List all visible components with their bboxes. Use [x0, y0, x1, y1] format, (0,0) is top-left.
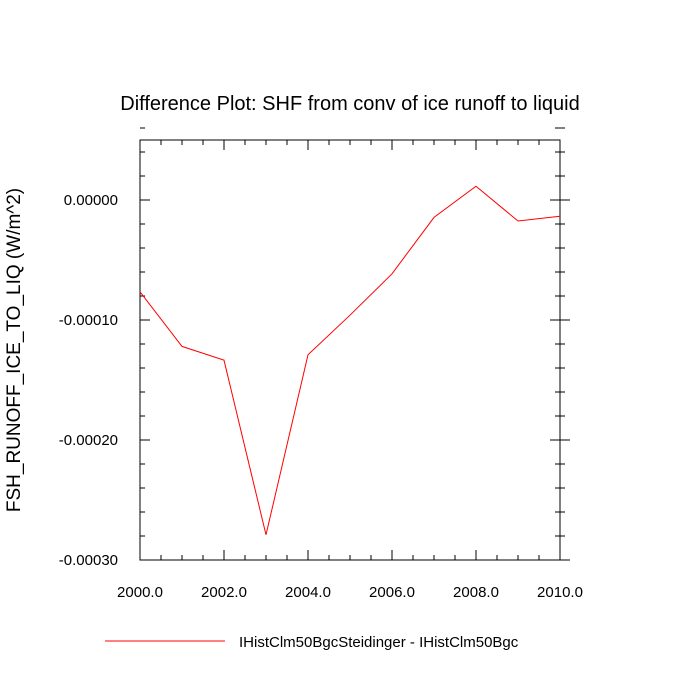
x-axis: 2000.0 2002.0 2004.0 2006.0 2008.0 2010.0	[117, 140, 583, 601]
legend: IHistClm50BgcSteidinger - IHistClm50Bgc	[105, 634, 519, 651]
y-tick-label: -0.00010	[59, 312, 118, 329]
legend-series-label: IHistClm50BgcSteidinger - IHistClm50Bgc	[239, 634, 519, 651]
y-axis: -0.00030 -0.00020 -0.00010 0.00000	[59, 127, 570, 569]
y-tick-label: -0.00020	[59, 432, 118, 449]
x-tick-label: 2008.0	[453, 584, 499, 601]
y-axis-label: FSH_RUNOFF_ICE_TO_LIQ (W/m^2)	[4, 188, 25, 512]
x-tick-label: 2010.0	[537, 584, 583, 601]
y-tick-label: 0.00000	[64, 192, 118, 209]
x-tick-label: 2006.0	[369, 584, 415, 601]
x-tick-label: 2002.0	[201, 584, 247, 601]
x-tick-label: 2000.0	[117, 584, 163, 601]
series-layer	[139, 185, 561, 535]
chart-title: Difference Plot: SHF from conv of ice ru…	[120, 93, 579, 115]
y-tick-label: -0.00030	[59, 552, 118, 569]
x-tick-label: 2004.0	[285, 584, 331, 601]
series-line	[139, 185, 561, 535]
